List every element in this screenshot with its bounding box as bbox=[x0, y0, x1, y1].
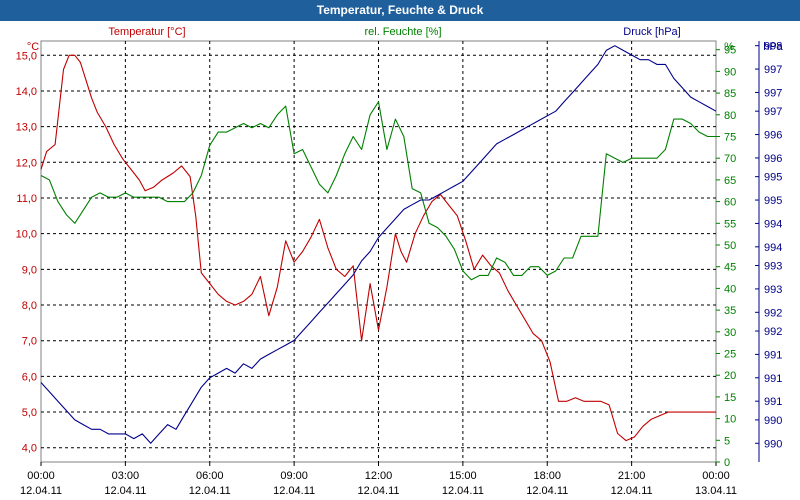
right-tick-label: 997 bbox=[764, 106, 782, 118]
left-tick-label: 10,0 bbox=[16, 229, 37, 241]
mid-tick-label: 5 bbox=[724, 435, 730, 447]
right-axis-unit: hPa bbox=[763, 41, 783, 53]
x-tick-label-time: 21:00 bbox=[618, 470, 646, 482]
left-tick-label: 14,0 bbox=[16, 86, 37, 98]
right-tick-label: 990 bbox=[764, 438, 782, 450]
mid-tick-label: 45 bbox=[724, 262, 736, 274]
right-tick-label: 994 bbox=[764, 218, 782, 230]
right-axis-title: Druck [hPa] bbox=[623, 26, 680, 38]
left-axis-title: Temperatur [°C] bbox=[108, 26, 185, 38]
left-tick-label: 6,0 bbox=[22, 371, 37, 383]
x-tick-label-date: 12.04.11 bbox=[273, 485, 315, 497]
grid bbox=[40, 40, 717, 466]
left-tick-label: 8,0 bbox=[22, 300, 37, 312]
x-tick-label-time: 09:00 bbox=[280, 470, 308, 482]
left-tick-label: 5,0 bbox=[22, 407, 37, 419]
x-tick-label-time: 00:00 bbox=[27, 470, 55, 482]
right-tick-label: 992 bbox=[764, 326, 782, 338]
mid-tick-label: 65 bbox=[724, 175, 736, 187]
mid-tick-label: 40 bbox=[724, 283, 736, 295]
right-tick-label: 990 bbox=[764, 415, 782, 427]
x-tick-label-date: 12.04.11 bbox=[104, 485, 146, 497]
mid-tick-label: 55 bbox=[724, 218, 736, 230]
right-tick-label: 992 bbox=[764, 307, 782, 319]
right-tick-label: 997 bbox=[764, 64, 782, 76]
left-tick-label: 12,0 bbox=[16, 157, 37, 169]
mid-tick-label: 30 bbox=[724, 327, 736, 339]
left-tick-label: 11,0 bbox=[16, 193, 37, 205]
right-tick-label: 994 bbox=[764, 242, 782, 254]
x-tick-label-date: 12.04.11 bbox=[189, 485, 231, 497]
mid-tick-label: 85 bbox=[724, 88, 736, 100]
mid-tick-label: 0 bbox=[724, 457, 730, 469]
x-tick-label-time: 18:00 bbox=[533, 470, 561, 482]
right-tick-label: 995 bbox=[764, 195, 782, 207]
series-lines bbox=[40, 45, 717, 444]
mid-tick-label: 60 bbox=[724, 197, 736, 209]
left-tick-label: 9,0 bbox=[22, 264, 37, 276]
humidity-line bbox=[40, 101, 716, 281]
left-tick-label: 7,0 bbox=[22, 336, 37, 348]
x-tick-label-time: 12:00 bbox=[365, 470, 393, 482]
pressure-line bbox=[40, 45, 717, 444]
right-tick-label: 991 bbox=[764, 373, 782, 385]
right-tick-label: 993 bbox=[764, 261, 782, 273]
mid-tick-label: 35 bbox=[724, 305, 736, 317]
x-tick-label-time: 00:00 bbox=[702, 470, 730, 482]
x-tick-label-date: 12.04.11 bbox=[20, 485, 62, 497]
x-tick-label-time: 06:00 bbox=[196, 470, 224, 482]
left-tick-label: 4,0 bbox=[22, 443, 37, 455]
right-tick-label: 998 bbox=[764, 41, 782, 53]
window-title: Temperatur, Feuchte & Druck bbox=[0, 0, 800, 21]
x-tick-label-date: 12.04.11 bbox=[611, 485, 653, 497]
mid-tick-label: 25 bbox=[724, 348, 736, 360]
x-tick-label-time: 03:00 bbox=[112, 470, 140, 482]
left-axis-unit: °C bbox=[27, 41, 39, 53]
mid-tick-label: 70 bbox=[724, 153, 736, 165]
mid-tick-label: 95 bbox=[724, 45, 736, 57]
x-tick-label-date: 12.04.11 bbox=[442, 485, 484, 497]
axes: 00:00 12.04.11 03:00 12.04.11 06:00 12.04.11 0… bbox=[16, 26, 784, 497]
left-tick-label: 15,0 bbox=[16, 50, 37, 62]
right-tick-label: 991 bbox=[764, 349, 782, 361]
right-tick-label: 997 bbox=[764, 87, 782, 99]
mid-tick-label: 50 bbox=[724, 240, 736, 252]
left-tick-label: 13,0 bbox=[16, 122, 37, 134]
mid-tick-label: 20 bbox=[724, 370, 736, 382]
mid-tick-label: 15 bbox=[724, 392, 736, 404]
right-tick-label: 993 bbox=[764, 284, 782, 296]
x-tick-label-date: 12.04.11 bbox=[357, 485, 399, 497]
x-tick-label-time: 15:00 bbox=[449, 470, 477, 482]
mid-tick-label: 10 bbox=[724, 414, 736, 426]
right-tick-label: 996 bbox=[764, 153, 782, 165]
right-tick-label: 996 bbox=[764, 130, 782, 142]
temperature-line bbox=[40, 54, 716, 442]
x-tick-label-date: 12.04.11 bbox=[526, 485, 568, 497]
right-tick-label: 995 bbox=[764, 172, 782, 184]
mid-axis-unit: % bbox=[724, 41, 734, 53]
mid-axis-title: rel. Feuchte [%] bbox=[364, 26, 441, 38]
right-tick-label: 991 bbox=[764, 396, 782, 408]
mid-tick-label: 90 bbox=[724, 66, 736, 78]
mid-tick-label: 75 bbox=[724, 131, 736, 143]
mid-tick-label: 80 bbox=[724, 110, 736, 122]
x-tick-label-date: 13.04.11 bbox=[695, 485, 737, 497]
